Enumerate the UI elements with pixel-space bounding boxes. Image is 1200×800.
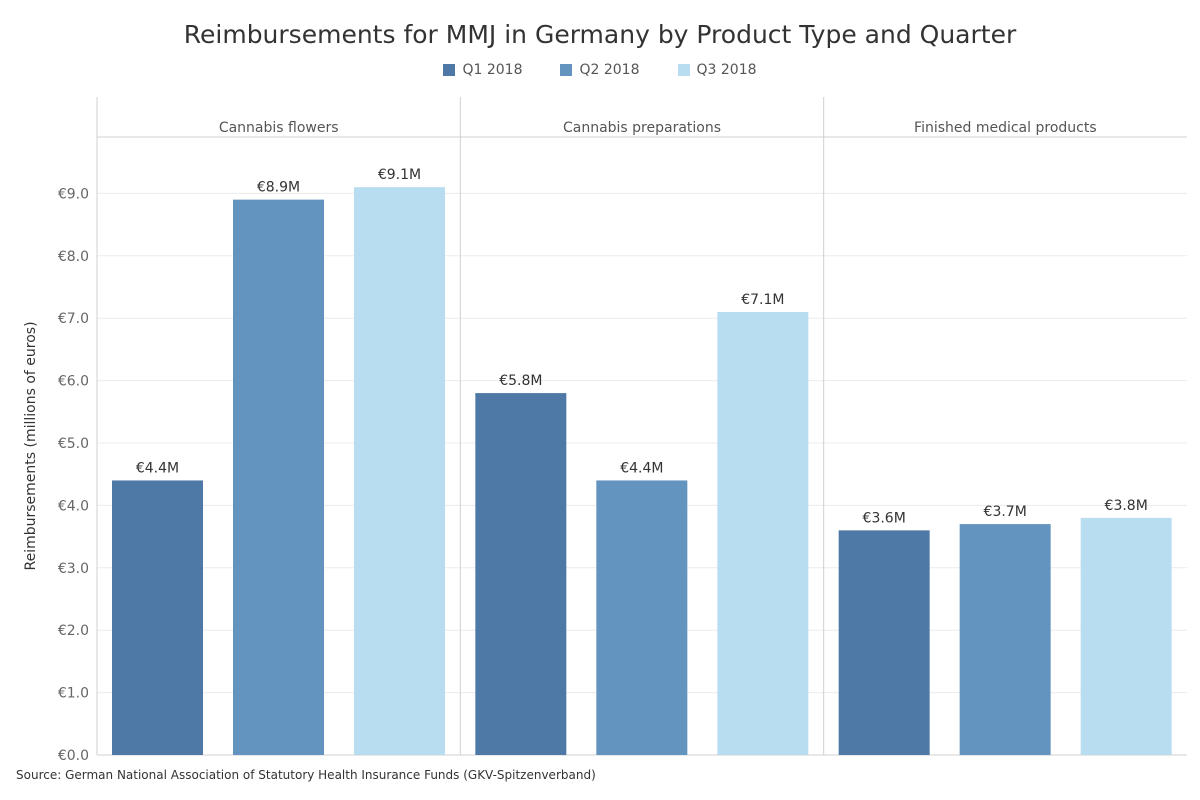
panel-header-label: Cannabis preparations xyxy=(563,120,721,136)
bar-value-label: €5.8M xyxy=(499,373,542,389)
bar xyxy=(596,480,688,755)
legend-item-q2[interactable]: Q2 2018 xyxy=(560,62,640,78)
y-tick-label: €6.0 xyxy=(58,374,89,390)
bar-value-label: €7.1M xyxy=(741,292,784,308)
y-tick-label: €3.0 xyxy=(58,561,89,577)
legend-swatch-q3 xyxy=(677,64,690,76)
bar-value-label: €8.9M xyxy=(257,180,300,196)
bar xyxy=(838,530,930,755)
bar xyxy=(717,311,809,755)
panel-header-label: Cannabis flowers xyxy=(219,120,339,136)
bar-value-label: €3.8M xyxy=(1105,498,1148,514)
bar xyxy=(1080,517,1172,755)
bar-value-label: €3.7M xyxy=(984,504,1027,520)
legend-label-q1: Q1 2018 xyxy=(462,62,523,78)
bar xyxy=(233,199,324,755)
y-tick-label: €1.0 xyxy=(58,686,89,702)
y-tick-label: €4.0 xyxy=(58,498,89,514)
legend-swatch-q2 xyxy=(560,64,573,76)
chart-title: Reimbursements for MMJ in Germany by Pro… xyxy=(183,20,1017,49)
bar-value-label: €3.6M xyxy=(863,510,906,526)
bar-value-label: €4.4M xyxy=(620,460,663,476)
y-tick-label: €9.0 xyxy=(58,186,89,202)
bar xyxy=(475,393,567,755)
bar-value-label: €4.4M xyxy=(136,460,179,476)
y-tick-label: €7.0 xyxy=(58,311,89,327)
legend-item-q1[interactable]: Q1 2018 xyxy=(443,62,522,78)
bar xyxy=(959,524,1051,755)
bar xyxy=(354,187,445,755)
bar xyxy=(112,480,203,755)
bar-value-label: €9.1M xyxy=(378,167,421,183)
y-tick-label: €8.0 xyxy=(58,249,89,265)
panel-header-label: Finished medical products xyxy=(914,120,1097,136)
legend-swatch-q1 xyxy=(443,64,456,76)
legend-item-q3[interactable]: Q3 2018 xyxy=(677,62,757,78)
legend-label-q3: Q3 2018 xyxy=(696,62,757,78)
legend: Q1 2018 Q2 2018 Q3 2018 xyxy=(0,62,1200,78)
y-tick-label: €5.0 xyxy=(58,436,89,452)
source-note: Source: German National Association of S… xyxy=(16,768,596,782)
y-tick-label: €0.0 xyxy=(58,748,89,764)
legend-label-q2: Q2 2018 xyxy=(579,62,640,78)
y-tick-label: €2.0 xyxy=(58,623,89,639)
